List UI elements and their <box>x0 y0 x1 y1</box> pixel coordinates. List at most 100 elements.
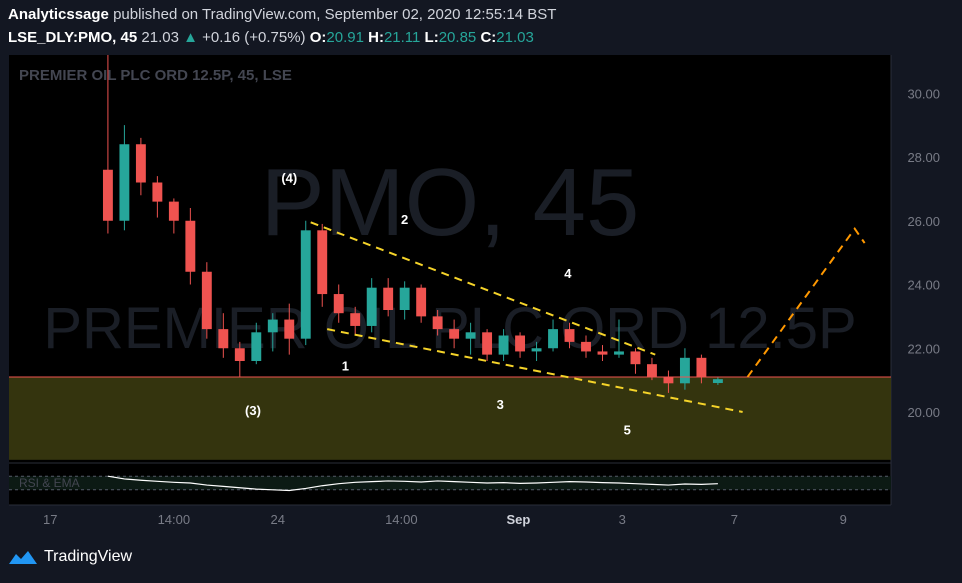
candle <box>416 284 427 323</box>
time-tick-label: 14:00 <box>385 512 418 527</box>
candle <box>663 370 674 393</box>
publish-info: published on TradingView.com, September … <box>113 6 557 23</box>
candle <box>614 319 624 358</box>
high-value: 21.11 <box>383 29 421 46</box>
watermark-name: PREMIER OIL PLC ORD 12.5P <box>43 296 856 361</box>
time-tick-label: 24 <box>270 512 284 527</box>
candle <box>201 262 212 339</box>
candle-body <box>679 357 690 384</box>
tradingview-logo-icon <box>9 551 37 564</box>
candle-body <box>597 351 608 355</box>
symbol-label: LSE_DLY:PMO, 45 <box>8 29 138 46</box>
rsi-line <box>107 475 718 492</box>
wave-label: 5 <box>624 422 631 437</box>
time-tick-label: Sep <box>506 512 530 527</box>
price-axis[interactable]: 30.00 28.00 26.00 24.00 22.00 20.00 <box>907 86 940 420</box>
candle-body <box>581 341 591 352</box>
chart-title: PREMIER OIL PLC ORD 12.5P, 45, LSE <box>19 67 292 84</box>
candle-body <box>168 201 179 221</box>
candle-body <box>614 351 624 355</box>
candle <box>449 319 460 349</box>
rsi-band <box>9 476 891 490</box>
wave-label: (4) <box>281 171 297 186</box>
price-change: +0.16 (+0.75%) <box>202 29 306 46</box>
candle <box>135 137 146 196</box>
publisher-name[interactable]: Analyticssage <box>8 6 109 23</box>
price-tick-label: 26.00 <box>907 214 940 229</box>
candle <box>333 284 344 323</box>
candle-body <box>317 230 328 295</box>
candle <box>482 329 493 361</box>
candle <box>647 357 657 381</box>
rsi-label: RSI & EMA <box>19 476 80 490</box>
candle-body <box>284 319 295 339</box>
candle-body <box>383 287 394 310</box>
close-label: C: <box>480 29 497 46</box>
time-tick-label: 9 <box>840 512 847 527</box>
candle <box>102 55 113 234</box>
candle <box>366 278 377 333</box>
candle <box>300 220 311 346</box>
candle-body <box>185 220 196 272</box>
projection-path <box>746 226 866 378</box>
candle <box>597 345 608 361</box>
wave-label: 2 <box>401 212 408 227</box>
candle-body <box>366 287 377 326</box>
candle <box>185 208 196 285</box>
candle-body <box>630 351 641 365</box>
candle-body <box>696 357 707 377</box>
candle <box>119 125 130 231</box>
candle-body <box>548 329 558 349</box>
candle-body <box>218 329 229 349</box>
last-price: 21.03 <box>141 29 179 46</box>
open-label: O: <box>309 29 327 46</box>
candle-body <box>416 287 427 317</box>
time-axis[interactable]: 17 14:00 24 14:00 Sep 3 7 9 <box>43 512 847 527</box>
candle <box>498 329 509 361</box>
footer: TradingView <box>8 548 132 566</box>
candle <box>350 306 361 336</box>
candle <box>564 322 575 349</box>
candle-body <box>333 294 344 314</box>
publish-header: Analyticssage published on TradingView.c… <box>8 6 556 23</box>
tradingview-brand[interactable]: TradingView <box>44 548 133 565</box>
change-arrow-icon: ▲ <box>183 29 198 46</box>
price-tick-label: 20.00 <box>907 405 940 420</box>
open-value: 20.91 <box>326 29 364 46</box>
candle-body <box>399 287 410 310</box>
candle-body <box>432 316 443 330</box>
candle-body <box>531 348 542 352</box>
candle-body <box>350 313 361 326</box>
candle <box>317 223 328 307</box>
time-tick-label: 17 <box>43 512 57 527</box>
candle-body <box>449 329 460 339</box>
wave-label: (3) <box>245 403 261 418</box>
candle <box>267 313 278 352</box>
candles-group <box>102 55 723 393</box>
candle <box>251 322 262 365</box>
candle <box>630 348 641 374</box>
candle-body <box>465 332 476 339</box>
candle <box>234 341 245 377</box>
candle-body <box>135 144 146 183</box>
candle-body <box>564 329 575 342</box>
candle-body <box>515 335 526 352</box>
price-tick-label: 22.00 <box>907 341 940 356</box>
candle <box>531 341 542 361</box>
candle <box>581 335 591 358</box>
candle <box>515 332 526 358</box>
candle-body <box>234 348 245 361</box>
candle-body <box>102 169 113 221</box>
candle <box>399 281 410 320</box>
trendline <box>310 221 656 356</box>
candle <box>284 303 295 355</box>
candle-body <box>712 379 723 383</box>
candle-body <box>482 332 493 355</box>
candle-body <box>647 364 657 377</box>
high-label: H: <box>368 29 384 46</box>
candle <box>696 354 707 384</box>
time-tick-label: 7 <box>731 512 738 527</box>
candle <box>152 176 163 218</box>
candle <box>548 319 558 352</box>
